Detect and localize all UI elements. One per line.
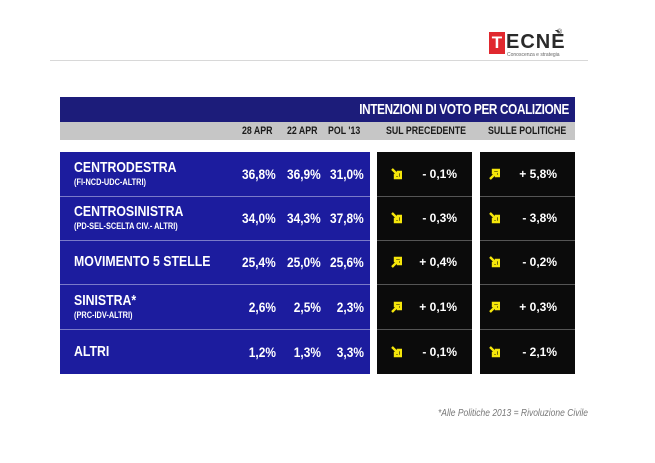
- party-members: (PRC-IDV-ALTRI): [74, 309, 133, 320]
- header-22-apr: 22 APR: [287, 125, 318, 137]
- delta-d-pol: + 5,8%: [519, 167, 557, 181]
- logo-wordmark: ECNÈ: [506, 31, 566, 53]
- logo-initial: T: [489, 32, 505, 54]
- delta-d-pol: - 0,2%: [522, 255, 557, 269]
- row-separator: [377, 329, 472, 330]
- row-separator: [377, 240, 472, 241]
- value-v28: 25,4%: [242, 254, 276, 270]
- party-name: ALTRI: [74, 342, 110, 360]
- party-members: (PD-SEL-SCELTA CIV.- ALTRI): [74, 221, 178, 231]
- header-pol-13: POL '13: [328, 125, 361, 137]
- arrow-up-right-icon: [390, 255, 403, 268]
- delta-d-prec: + 0,4%: [419, 255, 457, 269]
- arrow-up-right-icon: [488, 167, 501, 180]
- arrow-down-right-icon: [390, 167, 403, 180]
- row-separator: [480, 240, 575, 241]
- party-name: CENTRODESTRA: [74, 159, 177, 176]
- value-pol: 3,3%: [336, 343, 364, 360]
- logo-registered: ®: [557, 29, 563, 36]
- delta-d-prec: + 0,1%: [419, 299, 457, 314]
- arrow-down-right-icon: [390, 345, 403, 357]
- row-label-movimento-5-stelle: MOVIMENTO 5 STELLE: [74, 253, 210, 270]
- value-v22: 25,0%: [287, 254, 321, 270]
- header-28-apr: 28 APR: [242, 125, 273, 137]
- header-sul-precedente: SUL PRECEDENTE: [386, 125, 467, 137]
- delta-d-pol: - 3,8%: [522, 211, 557, 225]
- row-separator: [377, 196, 472, 197]
- party-name: SINISTRA*: [74, 291, 137, 309]
- row-label-centrodestra: CENTRODESTRA (FI-NCD-UDC-ALTRI): [74, 159, 177, 188]
- value-v22: 34,3%: [287, 210, 321, 226]
- arrow-down-right-icon: [488, 255, 501, 268]
- arrow-up-right-icon: [488, 300, 501, 313]
- value-pol: 2,3%: [336, 298, 364, 315]
- row-separator: [60, 196, 370, 197]
- value-pol: 31,0%: [330, 166, 364, 182]
- value-v22: 1,3%: [293, 343, 321, 360]
- delta-d-prec: - 0,1%: [422, 344, 457, 359]
- row-separator: [60, 329, 370, 330]
- value-v28: 1,2%: [248, 343, 276, 360]
- row-label-centrosinistra: CENTROSINISTRA (PD-SEL-SCELTA CIV.- ALTRI…: [74, 203, 183, 232]
- value-v22: 2,5%: [293, 298, 321, 315]
- footnote: *Alle Politiche 2013 = Rivoluzione Civil…: [438, 408, 589, 419]
- table-title-bar: INTENZIONI DI VOTO PER COALIZIONE: [60, 97, 575, 122]
- value-v28: 2,6%: [248, 298, 276, 315]
- party-name: MOVIMENTO 5 STELLE: [74, 253, 211, 270]
- header-sulle-politiche: SULLE POLITICHE: [488, 125, 567, 137]
- values-panel: [60, 152, 370, 374]
- table-title: INTENZIONI DI VOTO PER COALIZIONE: [359, 101, 569, 118]
- delta-previous-panel: [377, 152, 472, 374]
- row-separator: [377, 284, 472, 285]
- table-header-row: 28 APR 22 APR POL '13 SUL PRECEDENTE SUL…: [60, 122, 575, 140]
- row-separator: [480, 284, 575, 285]
- delta-d-prec: - 0,3%: [422, 211, 457, 225]
- row-label-sinistra: SINISTRA* (PRC-IDV-ALTRI): [74, 292, 136, 321]
- value-pol: 25,6%: [330, 254, 364, 270]
- row-separator: [60, 284, 370, 285]
- logo-tagline: Conoscenza e strategia: [507, 52, 560, 58]
- delta-d-prec: - 0,1%: [422, 167, 457, 181]
- value-v28: 34,0%: [242, 210, 276, 226]
- row-separator: [480, 329, 575, 330]
- arrow-down-right-icon: [488, 211, 501, 224]
- party-name: CENTROSINISTRA: [74, 203, 184, 220]
- row-label-altri: ALTRI: [74, 343, 109, 360]
- arrow-down-right-icon: [390, 211, 403, 224]
- arrow-up-right-icon: [390, 300, 403, 313]
- value-pol: 37,8%: [330, 210, 364, 226]
- delta-d-pol: + 0,3%: [519, 299, 557, 314]
- value-v28: 36,8%: [242, 166, 276, 182]
- value-v22: 36,9%: [287, 166, 321, 182]
- arrow-down-right-icon: [488, 345, 501, 357]
- row-separator: [60, 240, 370, 241]
- row-separator: [480, 196, 575, 197]
- delta-d-pol: - 2,1%: [522, 344, 557, 359]
- party-members: (FI-NCD-UDC-ALTRI): [74, 177, 147, 187]
- header-divider: [50, 60, 588, 61]
